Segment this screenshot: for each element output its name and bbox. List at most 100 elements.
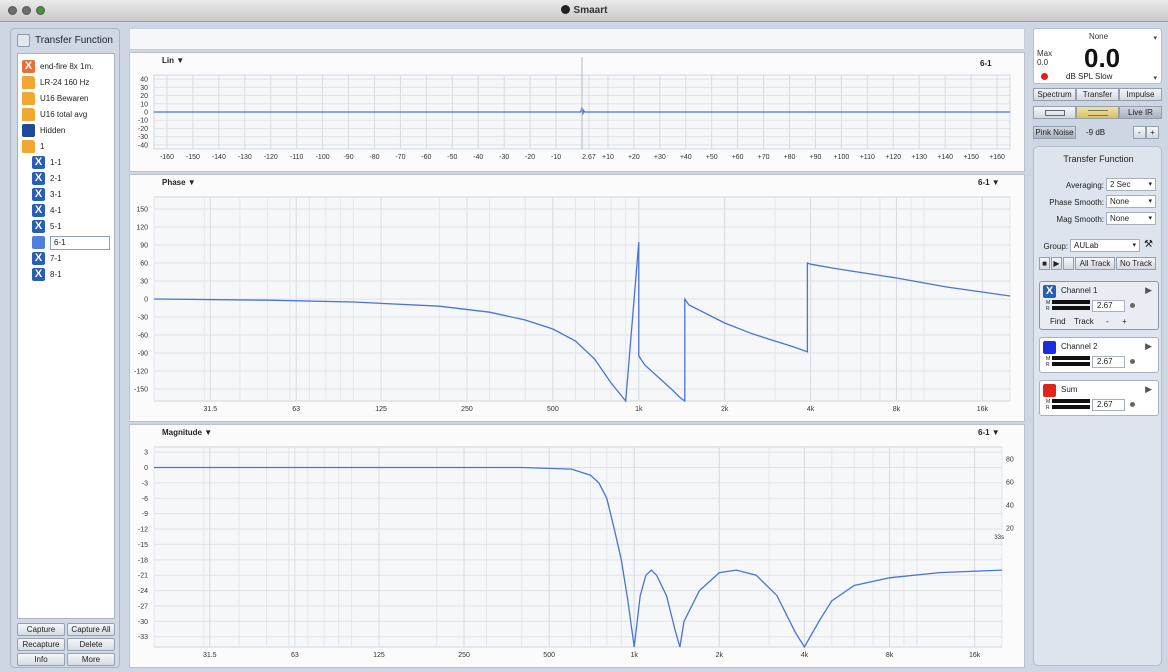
group-value: AULab — [1074, 241, 1099, 250]
list-item[interactable]: Hidden — [22, 124, 114, 138]
play-icon[interactable]: ▶ — [1145, 285, 1152, 295]
list-item[interactable]: X 4-1 — [32, 204, 114, 218]
list-item[interactable]: U16 total avg — [22, 108, 114, 122]
averaging-select[interactable]: 2 Sec ▾ — [1106, 178, 1156, 191]
stop-button[interactable]: ■ — [1039, 257, 1050, 270]
transfer-button[interactable]: Transfer — [1076, 88, 1119, 101]
data-bar-title: Transfer Function — [35, 35, 113, 46]
impulse-scale-dropdown[interactable]: Lin ▼ — [162, 56, 185, 65]
x-tick-label: +160 — [989, 154, 1005, 161]
spectrum-button[interactable]: Spectrum — [1033, 88, 1076, 101]
play-icon[interactable]: ▶ — [1145, 341, 1152, 351]
x-orange-icon[interactable]: X — [22, 60, 35, 73]
impulse-plot[interactable]: 40 30 20 10 0 -10 -20 -30 -40 -160 -150 -140 -130 -12… — [129, 52, 1025, 172]
list-item[interactable]: LR-24 160 Hz — [22, 76, 114, 90]
y-tick-label: 60 — [140, 261, 148, 268]
list-item[interactable]: 1 — [22, 140, 114, 154]
x-blue-icon[interactable]: X — [32, 268, 45, 281]
blue-square-icon — [22, 124, 35, 137]
list-item[interactable]: X 8-1 — [32, 268, 114, 282]
minimize-window-button[interactable] — [22, 6, 31, 15]
single-view-button[interactable] — [1033, 106, 1076, 119]
list-item[interactable]: X 7-1 — [32, 252, 114, 266]
list-item[interactable]: X 2-1 — [32, 172, 114, 186]
track-button[interactable]: Track — [1074, 317, 1094, 326]
phase-chart: 150 120 90 60 30 0 -30 -60 -90 -120 -150 31.5 63 125 2… — [134, 196, 1011, 413]
list-item[interactable]: X 3-1 — [32, 188, 114, 202]
tools-icon[interactable]: ⚒ — [1144, 239, 1153, 250]
record-button[interactable] — [1063, 257, 1074, 270]
list-item[interactable]: X 1-1 — [32, 156, 114, 170]
delay-value[interactable]: 2.67 — [1092, 399, 1125, 411]
collapse-toggle[interactable] — [17, 34, 30, 47]
x-tick-label: -100 — [316, 154, 330, 161]
magnitude-dropdown[interactable]: Magnitude ▼ — [162, 428, 213, 437]
y-tick-label: -40 — [138, 142, 148, 149]
delay-minus-button[interactable]: - — [1106, 317, 1109, 326]
recapture-button[interactable]: Recapture — [17, 638, 65, 651]
pink-noise-button[interactable]: Pink Noise — [1033, 126, 1076, 139]
y-tick-label: 120 — [136, 225, 148, 232]
noise-down-button[interactable]: - — [1133, 126, 1146, 139]
x-tick-label: -60 — [421, 154, 431, 161]
x-blue-icon[interactable]: X — [32, 204, 45, 217]
delay-value[interactable]: 2.67 — [1092, 356, 1125, 368]
mag-smooth-select[interactable]: None ▾ — [1106, 212, 1156, 225]
delay-value[interactable]: 2.67 — [1092, 300, 1125, 312]
phase-trace-dropdown[interactable]: 6-1 ▼ — [978, 178, 1000, 187]
list-item[interactable]: X 5-1 — [32, 220, 114, 234]
x-tick-label: 63 — [292, 406, 300, 413]
group-select[interactable]: AULab ▾ — [1070, 239, 1140, 252]
magnitude-plot[interactable]: 3 0 -3 -6 -9 -12 -15 -18 -21 -24 -27 -30 -33 31.5 63 12… — [129, 424, 1025, 668]
folder-icon — [22, 76, 35, 89]
phase-plot[interactable]: 150 120 90 60 30 0 -30 -60 -90 -120 -150 31.5 63 125 2… — [129, 174, 1025, 422]
info-button[interactable]: Info — [17, 653, 65, 666]
phase-dropdown[interactable]: Phase ▼ — [162, 178, 196, 187]
dual-view-button[interactable] — [1076, 106, 1119, 119]
meter-source: None — [1088, 32, 1109, 41]
x-blue-icon[interactable]: X — [32, 188, 45, 201]
list-item-label[interactable]: 6-1 — [50, 236, 110, 250]
more-button[interactable]: More — [67, 653, 115, 666]
delay-plus-button[interactable]: + — [1122, 317, 1127, 326]
find-button[interactable]: Find — [1050, 317, 1066, 326]
play-icon[interactable]: ▶ — [1145, 384, 1152, 394]
spl-meter[interactable]: None ▾ Max 0.0 0.0 dB SPL Slow ▾ — [1033, 28, 1162, 84]
no-track-button[interactable]: No Track — [1116, 257, 1156, 270]
x-blue-icon[interactable]: X — [32, 172, 45, 185]
y-tick-label: -60 — [138, 333, 148, 340]
delete-button[interactable]: Delete — [67, 638, 115, 651]
list-item[interactable]: U16 Bewaren — [22, 92, 114, 106]
y-tick-label: -9 — [142, 511, 148, 518]
impulse-button[interactable]: Impulse — [1119, 88, 1162, 101]
x-tick-label: +20 — [628, 154, 640, 161]
x-blue-icon[interactable]: X — [32, 220, 45, 233]
x-blue-icon[interactable]: X — [32, 252, 45, 265]
chevron-down-icon[interactable]: ▾ — [1153, 75, 1157, 82]
chevron-down-icon[interactable]: ▾ — [1153, 35, 1157, 42]
list-item-label: 4-1 — [50, 206, 62, 215]
phase-smooth-select[interactable]: None ▾ — [1106, 195, 1156, 208]
close-window-button[interactable] — [8, 6, 17, 15]
list-item-selected[interactable]: 6-1 — [32, 236, 114, 250]
zoom-window-button[interactable] — [36, 6, 45, 15]
play-button[interactable]: ▶ — [1051, 257, 1062, 270]
x-blue-icon[interactable]: X — [32, 156, 45, 169]
capture-all-button[interactable]: Capture All — [67, 623, 115, 636]
x-tick-label: -160 — [160, 154, 174, 161]
capture-button[interactable]: Capture — [17, 623, 65, 636]
live-ir-button[interactable]: Live IR — [1119, 106, 1162, 119]
noise-up-button[interactable]: + — [1146, 126, 1159, 139]
x-blue-icon[interactable]: X — [1043, 285, 1056, 298]
chevron-down-icon: ▾ — [1148, 198, 1152, 205]
all-track-button[interactable]: All Track — [1075, 257, 1115, 270]
magnitude-trace-dropdown[interactable]: 6-1 ▼ — [978, 428, 1000, 437]
phase-smooth-label: Phase Smooth: — [1049, 198, 1104, 207]
list-item-label: 1-1 — [50, 158, 62, 167]
